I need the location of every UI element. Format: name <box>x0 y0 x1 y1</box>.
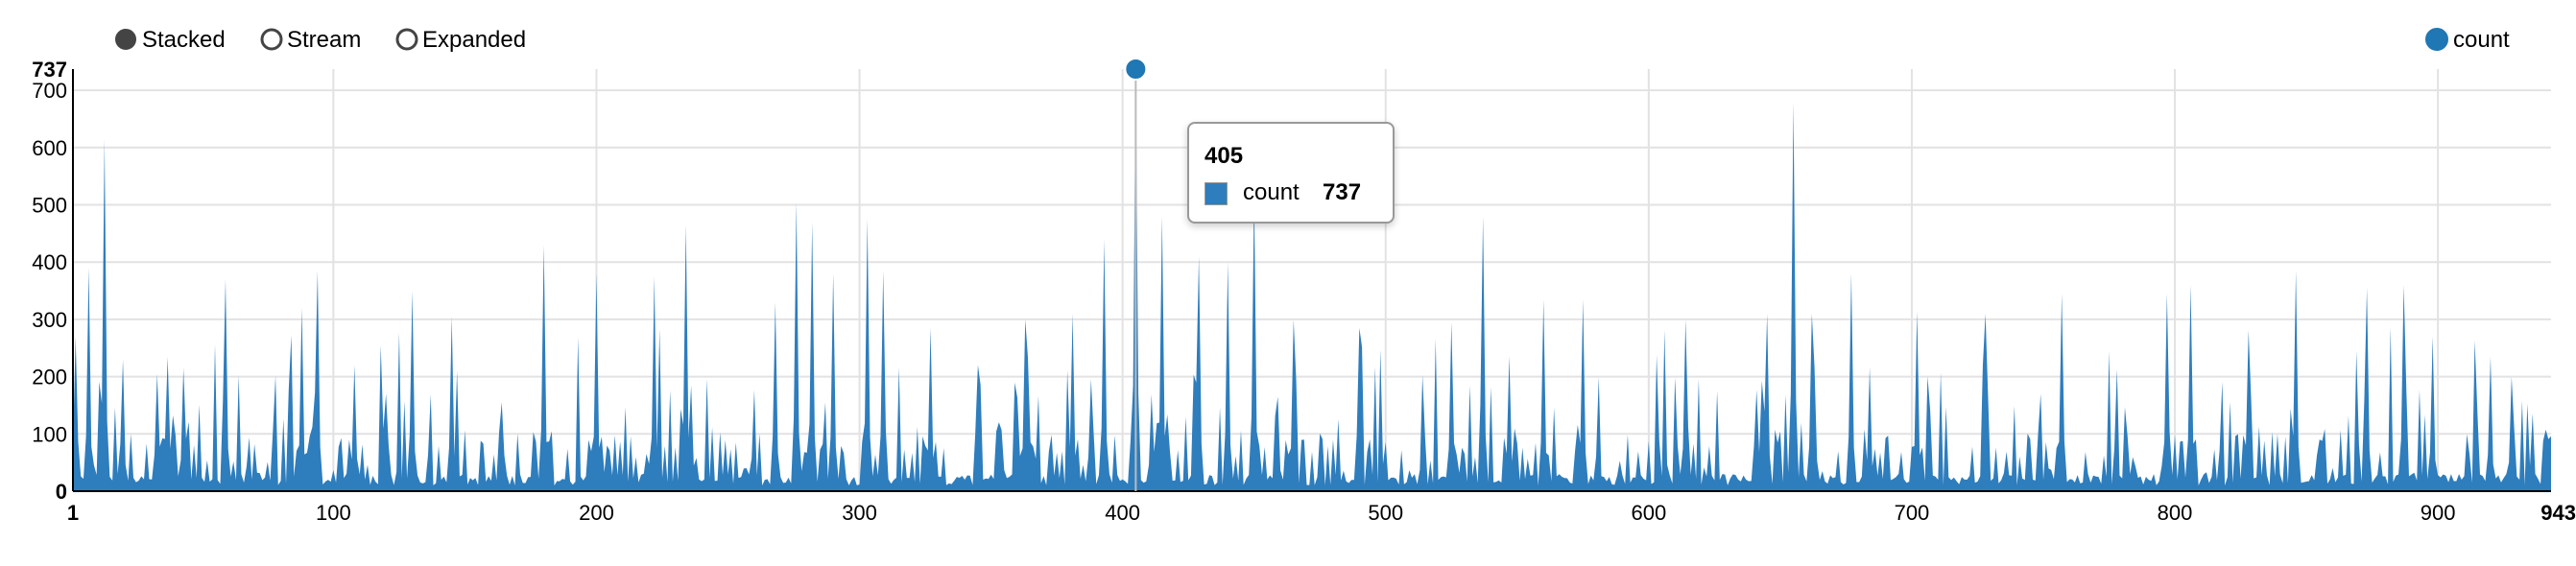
x-tick-label: 900 <box>2421 501 2456 525</box>
x-tick-label: 600 <box>1631 501 1666 525</box>
y-tick-label: 700 <box>32 79 67 103</box>
expanded-label[interactable]: Expanded <box>422 27 526 53</box>
y-tick-label: 200 <box>32 366 67 389</box>
y-tick-label: 400 <box>32 250 67 274</box>
y-tick-label: 100 <box>32 422 67 446</box>
tooltip-series-name: count <box>1243 179 1300 205</box>
legend-swatch[interactable] <box>2425 28 2448 51</box>
tooltip-series-value: 737 <box>1323 179 1362 205</box>
legend: count <box>2425 27 2510 53</box>
tooltip: 405 count 737 <box>1187 122 1395 224</box>
x-tick-label: 700 <box>1895 501 1930 525</box>
expanded-option[interactable]: Expanded <box>395 27 526 53</box>
x-tick-label: 943 <box>2540 501 2576 525</box>
stream-label[interactable]: Stream <box>287 27 361 53</box>
legend-entry-count[interactable]: count <box>2425 27 2510 53</box>
x-tick-label: 100 <box>316 501 351 525</box>
tooltip-series-swatch <box>1205 182 1228 205</box>
y-tick-label: 0 <box>56 480 67 504</box>
y-tick-label: 737 <box>32 58 67 82</box>
x-tick-label: 1 <box>67 501 79 525</box>
stream-radio[interactable] <box>260 28 283 51</box>
x-tick-label: 800 <box>2158 501 2193 525</box>
stacked-radio[interactable] <box>115 29 136 50</box>
x-tick-label: 200 <box>579 501 614 525</box>
hover-point[interactable] <box>1124 58 1148 81</box>
expanded-radio[interactable] <box>395 28 418 51</box>
stream-option[interactable]: Stream <box>260 27 361 53</box>
stacked-option[interactable]: Stacked <box>115 27 226 53</box>
y-tick-label: 500 <box>32 193 67 217</box>
legend-label[interactable]: count <box>2453 27 2510 53</box>
x-tick-label: 300 <box>842 501 877 525</box>
x-tick-label: 400 <box>1105 501 1140 525</box>
y-tick-label: 300 <box>32 308 67 332</box>
stacked-label[interactable]: Stacked <box>142 27 226 53</box>
x-tick-label: 500 <box>1368 501 1403 525</box>
y-tick-label: 600 <box>32 136 67 160</box>
chart-mode-controls: Stacked Stream Expanded <box>115 27 526 53</box>
tooltip-x-value: 405 <box>1205 143 1244 169</box>
hover-guide <box>1124 58 1148 491</box>
